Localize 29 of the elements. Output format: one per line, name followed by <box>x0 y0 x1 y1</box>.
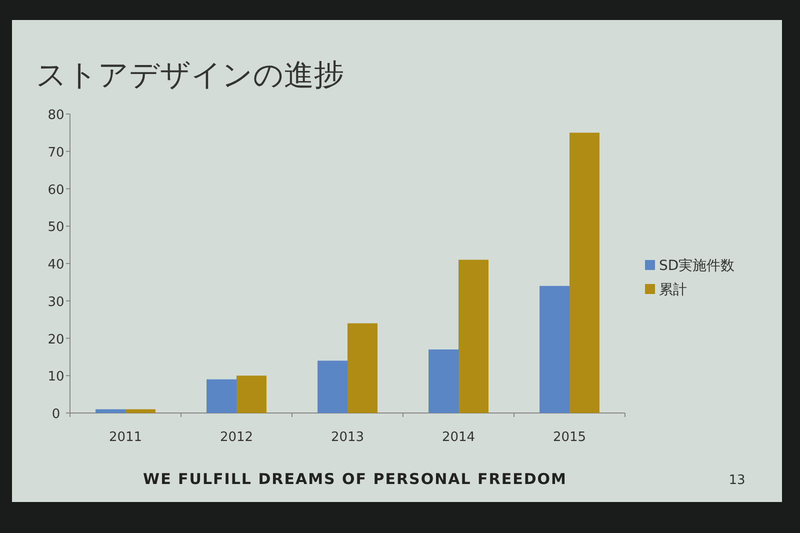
bar <box>428 349 458 413</box>
x-tick-label: 2013 <box>330 430 364 445</box>
bar <box>540 286 570 413</box>
bar <box>318 360 348 413</box>
y-tick-label: 20 <box>48 332 64 348</box>
y-tick-label: 50 <box>48 220 64 236</box>
bar <box>570 132 600 413</box>
legend-label: 累計 <box>659 282 687 298</box>
y-tick-label: 70 <box>48 145 64 160</box>
x-tick-label: 2011 <box>108 430 142 445</box>
bar <box>348 323 378 413</box>
y-tick-label: 30 <box>48 294 64 310</box>
bar <box>236 376 266 413</box>
y-tick-label: 40 <box>48 258 64 272</box>
bar <box>206 379 236 413</box>
bar <box>96 409 126 413</box>
text: WE FULFILL DREAMS OF PERSONAL FREEDOM <box>143 470 567 488</box>
y-tick-label: 80 <box>48 108 64 123</box>
bar <box>458 260 488 413</box>
x-tick-label: 2014 <box>442 430 476 445</box>
x-tick-label: 2012 <box>220 430 254 445</box>
chart-title: ストアデザインの進捗 <box>36 58 344 93</box>
y-tick-label: 60 <box>48 182 64 198</box>
legend-label: SD実施件数 <box>659 258 735 274</box>
text: 13 <box>728 473 746 488</box>
x-tick-label: 2015 <box>552 430 586 445</box>
bar <box>126 409 156 413</box>
y-tick-label: 0 <box>52 407 60 422</box>
y-tick-label: 10 <box>48 370 64 385</box>
